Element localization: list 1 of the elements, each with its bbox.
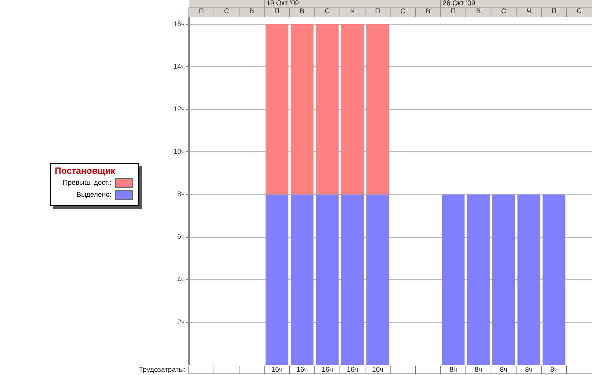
legend-title: Постановщик (55, 166, 116, 176)
